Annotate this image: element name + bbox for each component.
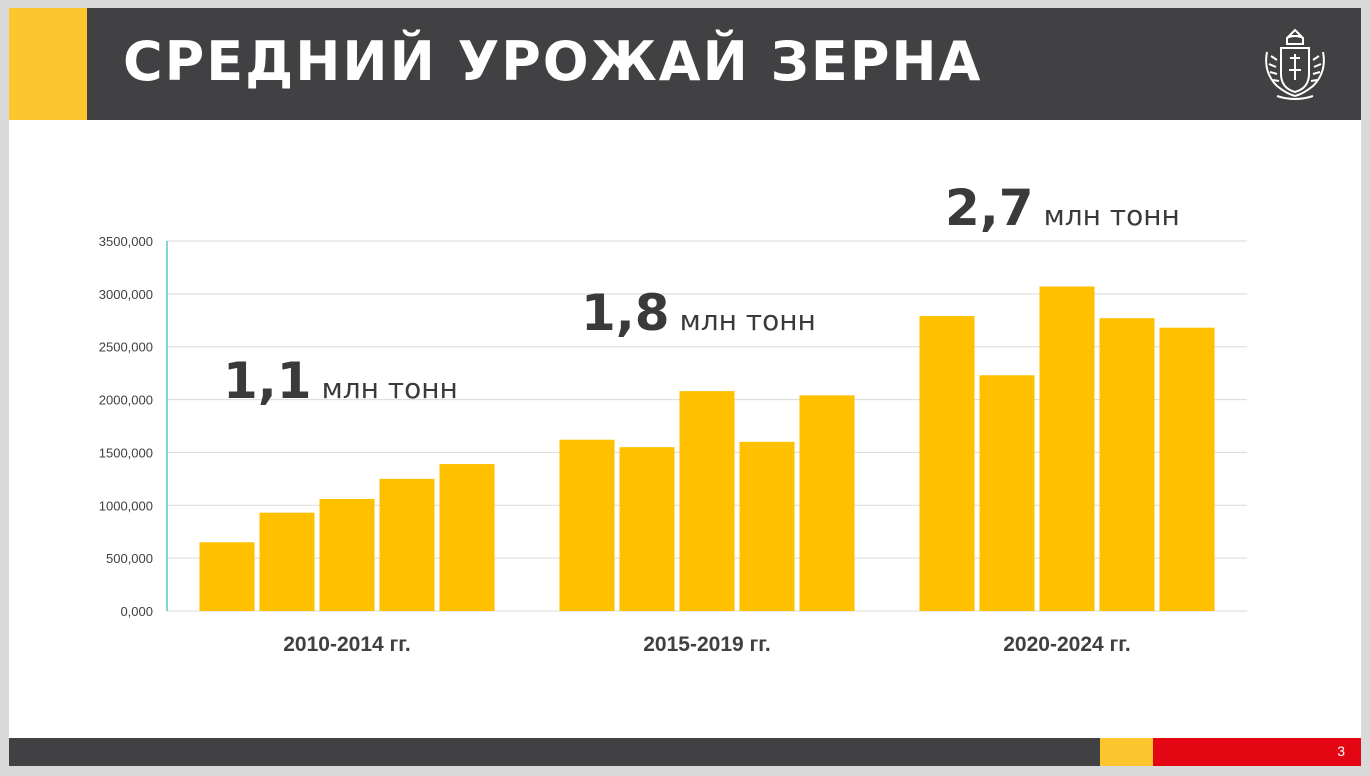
callout-unit-2: млн тонн [679, 304, 816, 337]
callout-period-1: 1,1 млн тонн [223, 352, 458, 410]
x-category-label: 2010-2014 гг. [283, 633, 411, 656]
bar [1159, 327, 1215, 611]
page-title: СРЕДНИЙ УРОЖАЙ ЗЕРНА [123, 30, 983, 93]
bar [379, 478, 435, 611]
y-tick-label: 3500,000 [99, 234, 153, 249]
bar [679, 391, 735, 611]
y-tick-label: 1500,000 [99, 445, 153, 460]
bar [1099, 318, 1155, 611]
callout-unit-1: млн тонн [321, 372, 458, 405]
bar [259, 512, 315, 611]
callout-value-2: 1,8 [581, 284, 670, 342]
header-bar: СРЕДНИЙ УРОЖАЙ ЗЕРНА [9, 8, 1361, 120]
bar [919, 316, 975, 611]
callout-value-1: 1,1 [223, 352, 312, 410]
bar [1039, 286, 1095, 611]
footer-accent-yellow [1100, 738, 1153, 766]
x-category-label: 2015-2019 гг. [643, 633, 771, 656]
coat-of-arms-icon [1265, 28, 1325, 100]
callout-unit-3: млн тонн [1043, 199, 1180, 232]
footer-bar: 3 [9, 738, 1361, 766]
bar [319, 498, 375, 611]
callout-value-3: 2,7 [945, 179, 1034, 237]
y-tick-label: 2500,000 [99, 340, 153, 355]
bar [199, 542, 255, 611]
page-number: 3 [1337, 743, 1345, 759]
callout-period-3: 2,7 млн тонн [945, 179, 1180, 237]
bar-chart: 0,000 500,000 1000,000 1500,000 2000,000 2500… [99, 234, 1247, 656]
bar [559, 439, 615, 611]
y-tick-label: 1000,000 [99, 498, 153, 513]
x-category-label: 2020-2024 гг. [1003, 633, 1131, 656]
footer-accent-red: 3 [1153, 738, 1361, 766]
header-accent [9, 8, 87, 120]
bar [739, 441, 795, 611]
bar [619, 447, 675, 611]
y-tick-label: 0,000 [120, 604, 153, 619]
y-tick-label: 2000,000 [99, 393, 153, 408]
bar [799, 395, 855, 611]
bar [979, 375, 1035, 611]
y-tick-label: 500,000 [106, 551, 153, 566]
bar [439, 464, 495, 611]
callout-period-2: 1,8 млн тонн [581, 284, 816, 342]
slide: СРЕДНИЙ УРОЖАЙ ЗЕРНА 0,000 500,000 1000,00… [9, 8, 1361, 766]
y-tick-label: 3000,000 [99, 287, 153, 302]
